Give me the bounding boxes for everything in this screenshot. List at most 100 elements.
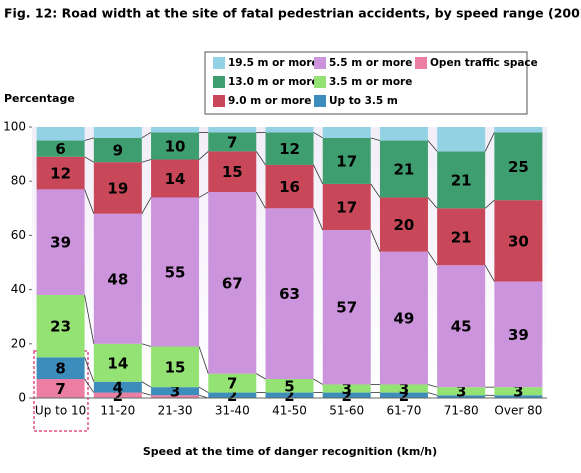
bar-segment: [437, 127, 486, 152]
bar-segment: [151, 395, 200, 398]
bar-segment: [494, 132, 543, 201]
bar-segment: [437, 387, 486, 396]
value-label: 3: [342, 380, 352, 398]
value-label: 48: [107, 270, 128, 288]
value-label: 2: [342, 387, 352, 405]
value-label: 45: [451, 318, 472, 336]
value-label: 30: [508, 232, 529, 250]
value-label: 3: [513, 383, 523, 401]
value-label: 15: [165, 358, 186, 376]
legend-label: Open traffic space: [430, 57, 538, 69]
bar-segment: [208, 132, 257, 152]
legend-swatch: [415, 57, 427, 69]
value-label: 25: [508, 158, 529, 176]
bar-segment: [322, 392, 371, 398]
value-label: 7: [227, 133, 237, 151]
bar-segment: [265, 132, 314, 165]
bar-segment: [208, 373, 257, 393]
bar-segment: [265, 127, 314, 133]
bar-segment: [437, 265, 486, 388]
value-label: 6: [55, 140, 65, 158]
bar-segment: [93, 343, 142, 382]
connector: [198, 191, 209, 198]
value-label: 8: [55, 360, 65, 378]
value-label: 10: [165, 137, 186, 155]
bar-segment: [494, 395, 543, 398]
connector: [84, 156, 95, 163]
connector: [427, 251, 438, 266]
connector: [313, 378, 323, 385]
value-label: 67: [222, 274, 243, 292]
bar-segment: [437, 151, 486, 209]
value-label: 63: [279, 285, 300, 303]
connector: [370, 229, 381, 252]
value-label: 9: [113, 142, 123, 160]
bar-segment: [494, 200, 543, 282]
value-label: 3: [399, 380, 409, 398]
bar-segment: [379, 127, 428, 141]
bar-segment: [322, 229, 371, 385]
legend-label: 19.5 m or more: [228, 57, 319, 69]
value-label: 15: [222, 163, 243, 181]
bar-segment: [93, 381, 142, 393]
bar-segment: [93, 127, 142, 138]
y-tick-label: 20: [11, 336, 26, 350]
connector: [141, 132, 152, 139]
x-tick-label: Up to 10: [35, 404, 86, 418]
bar-segment: [322, 183, 371, 230]
connector: [255, 151, 266, 166]
connector: [84, 189, 95, 214]
bar-segment: [322, 384, 371, 393]
value-label: 21: [451, 171, 472, 189]
bar-segment: [93, 162, 142, 214]
x-tick-label: 61-70: [387, 404, 422, 418]
y-axis-label: Percentage: [4, 92, 75, 105]
y-tick-label: 80: [11, 174, 26, 188]
value-label: 49: [394, 310, 415, 328]
bar-segment: [265, 379, 314, 393]
connector: [484, 199, 495, 209]
legend-swatch: [314, 57, 326, 69]
y-tick-label: 40: [11, 282, 26, 296]
legend-swatch: [213, 76, 225, 88]
bar-segment: [208, 151, 257, 193]
legend-swatch: [314, 95, 326, 107]
legend-swatch: [314, 76, 326, 88]
bar-segment: [93, 137, 142, 163]
bar-segment: [322, 137, 371, 184]
connector: [84, 357, 95, 382]
value-label: 12: [50, 165, 71, 183]
value-label: 2: [227, 387, 237, 405]
bar-segment: [208, 192, 257, 374]
legend-box: [204, 51, 528, 115]
connector: [255, 191, 266, 209]
connector: [141, 381, 152, 388]
bar-segment: [208, 127, 257, 133]
bar-segment: [36, 189, 85, 296]
bar-segment: [379, 251, 428, 385]
value-label: 17: [336, 152, 357, 170]
connector: [427, 140, 438, 152]
bar-segment: [151, 346, 200, 388]
chart-title: Fig. 12: Road width at the site of fatal…: [4, 6, 581, 21]
x-tick-label: 71-80: [444, 404, 479, 418]
x-tick-label: Over 80: [494, 404, 542, 418]
bar-segment: [494, 281, 543, 388]
bar-segment: [93, 392, 142, 398]
connector: [370, 183, 381, 198]
connector: [141, 159, 152, 163]
bar-segment: [36, 379, 85, 398]
bar-segment: [322, 127, 371, 138]
bar-segment: [494, 387, 543, 396]
y-tick-label: 0: [18, 391, 26, 405]
value-label: 39: [50, 234, 71, 252]
x-tick-label: 41-50: [272, 404, 307, 418]
bar-segment: [437, 208, 486, 266]
x-axis-label: Speed at the time of danger recognition …: [143, 445, 437, 458]
connector: [427, 384, 438, 388]
bar-segment: [379, 392, 428, 398]
connector: [84, 378, 95, 393]
connector: [141, 343, 152, 347]
value-label: 20: [394, 216, 415, 234]
